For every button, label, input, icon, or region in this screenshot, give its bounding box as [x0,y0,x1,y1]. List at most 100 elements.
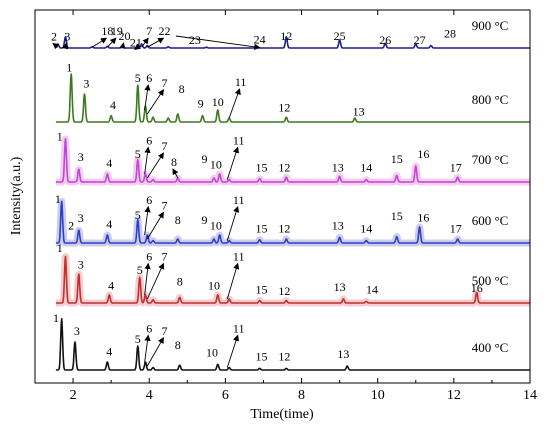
peak-label: 8 [175,213,181,227]
trace-label-800c: 800 °C [472,92,509,107]
peak-label: 2 [51,29,57,43]
peak-label: 12 [278,222,290,236]
peak-label: 20 [118,29,130,43]
peak-label: 16 [417,147,429,161]
plot-frame [34,9,531,384]
peak-label: 15 [391,209,403,223]
peak-arrow [226,262,240,300]
peak-label: 26 [379,33,391,47]
peak-label: 7 [161,139,167,153]
peak-label: 3 [74,324,80,338]
peak-label: 6 [146,321,152,335]
peak-label: 27 [414,33,426,47]
peak-label: 8 [171,155,177,169]
peak-arrow [172,168,179,179]
peak-arrow [144,146,151,175]
peak-label: 5 [135,208,141,222]
peak-label: 14 [366,282,378,296]
trace-label-500c: 500 °C [472,273,509,288]
peak-label: 7 [146,24,152,38]
peak-label: 6 [146,193,152,207]
peak-label: 14 [360,161,372,175]
peak-arrow [144,84,151,111]
peak-arrow [228,88,241,119]
peak-label: 11 [235,75,247,89]
peak-label: 17 [450,222,462,236]
peak-arrow [175,35,261,50]
trace-label-600c: 600 °C [472,213,509,228]
peak-arrow [52,42,60,50]
peak-label: 3 [78,258,84,272]
peak-label: 4 [110,98,116,112]
peak-arrow [226,334,240,368]
peak-label: 13 [337,347,349,361]
peak-label: 3 [83,77,89,91]
peak-arrow [146,211,164,240]
x-tick-label: 12 [447,388,461,403]
peak-arrow [226,146,240,180]
x-axis-title: Time(time) [250,407,314,422]
peak-label: 9 [201,213,207,227]
peak-arrow [61,42,69,50]
peak-label: 12 [278,161,290,175]
peak-label: 13 [334,280,346,294]
peak-label: 9 [201,152,207,166]
trace-500c [55,255,531,304]
peak-arrow [91,37,108,48]
peak-label: 7 [161,324,167,338]
x-tick-label: 14 [523,388,537,403]
peak-label: 11 [233,250,245,264]
peak-label: 15 [256,222,268,236]
peak-label: 15 [256,282,268,296]
peak-label: 8 [175,338,181,352]
peak-label: 12 [278,284,290,298]
peak-label: 6 [146,250,152,264]
peak-arrow [226,205,240,241]
peak-label: 13 [353,105,365,119]
peak-label: 17 [450,161,462,175]
peak-label: 5 [135,71,141,85]
peak-label: 4 [106,217,112,231]
peak-label: 12 [280,29,292,43]
peak-label: 11 [233,193,245,207]
peak-label: 5 [137,263,143,277]
peak-label: 15 [256,161,268,175]
x-tick-label: 2 [70,388,77,403]
trace-label-700c: 700 °C [472,152,509,167]
peak-label: 10 [206,345,218,359]
peak-label: 3 [64,29,70,43]
trace-label-900c: 900 °C [472,18,509,33]
peak-label: 2 [68,218,74,232]
peak-arrow [107,37,117,48]
peak-label: 6 [146,133,152,147]
peak-arrow [134,43,142,50]
peak-label: 10 [210,157,222,171]
peak-label: 15 [256,349,268,363]
trace-700c [55,138,531,183]
peak-arrow [146,152,164,179]
trace-800c [55,73,531,123]
peak-label: 13 [332,161,344,175]
peak-label: 5 [135,147,141,161]
peak-label: 15 [391,152,403,166]
peak-label: 1 [55,192,61,206]
peak-arrow [144,205,151,236]
y-axis-title: Intensity(a.u.) [9,156,24,235]
peak-arrow [146,337,164,367]
peak-arrow [144,334,151,363]
peak-label: 7 [161,250,167,264]
peak-label: 11 [233,133,245,147]
peak-label: 8 [179,82,185,96]
peak-label: 7 [161,76,167,90]
peak-label: 10 [208,278,220,292]
peak-label: 1 [53,311,59,325]
peak-label: 24 [254,33,266,47]
traces-layer [52,36,534,371]
trace-400c [55,318,531,371]
peak-label: 1 [66,61,72,75]
peak-arrow [144,262,151,296]
peak-label: 1 [57,129,63,143]
peak-label: 16 [417,210,429,224]
peak-label: 4 [108,278,114,292]
